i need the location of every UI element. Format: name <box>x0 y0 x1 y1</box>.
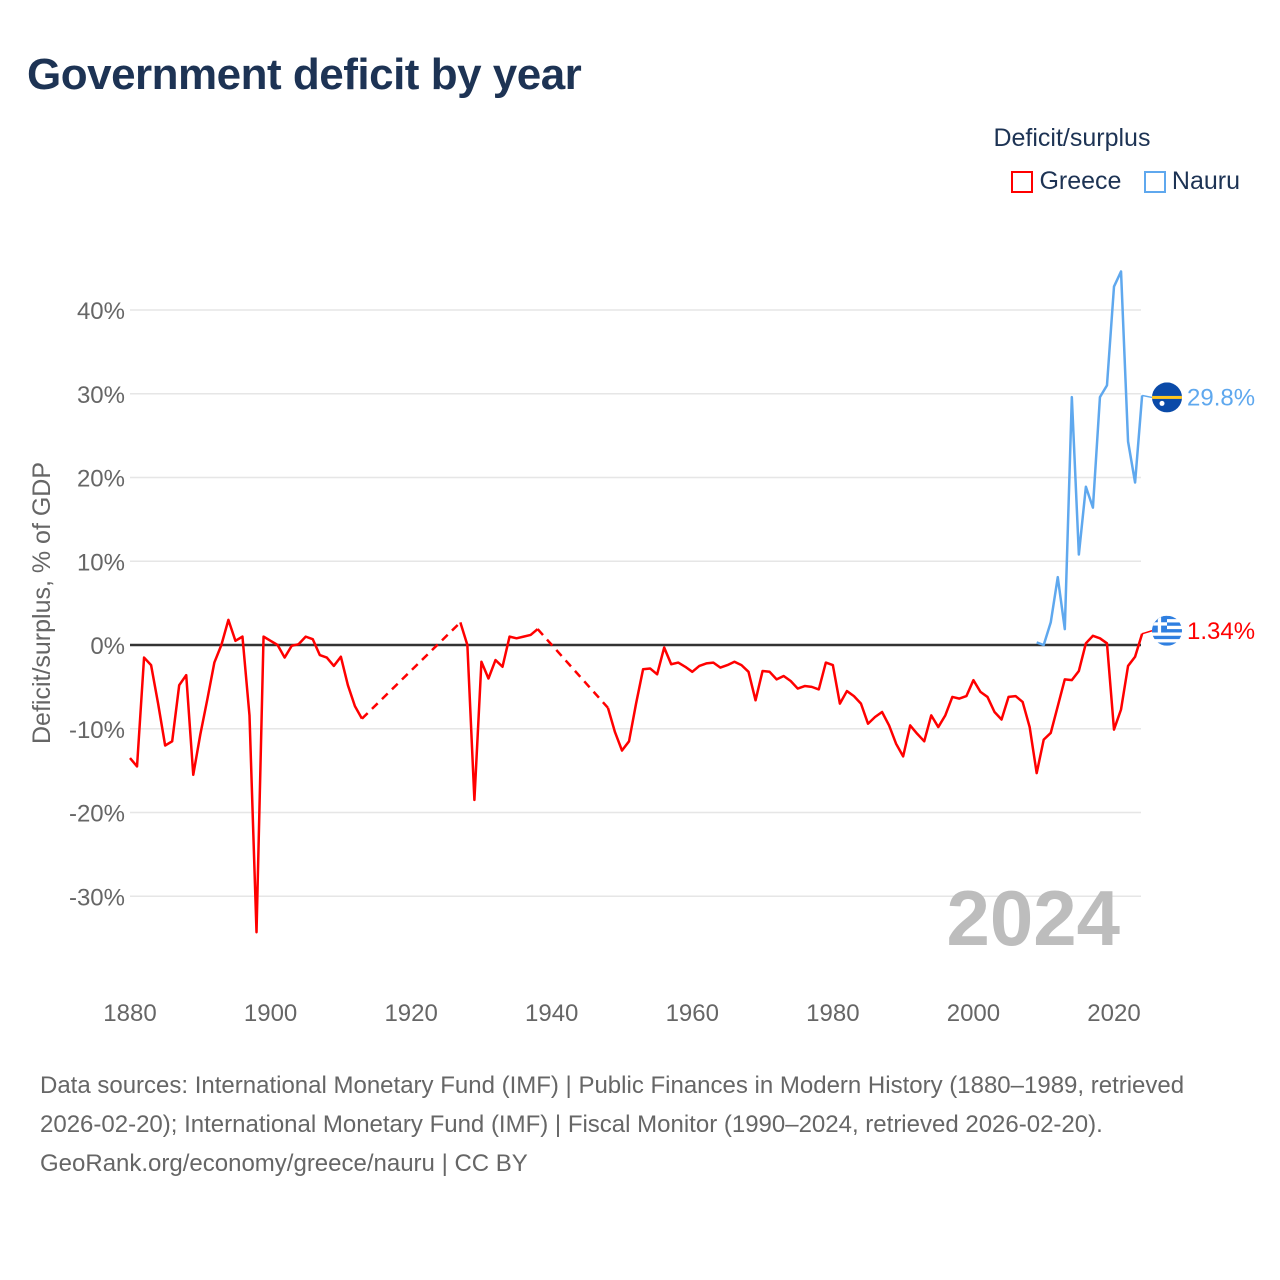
flag-cross <box>1157 615 1162 633</box>
legend: Deficit/surplus Greece Nauru <box>993 124 1240 198</box>
x-tick-label: 1920 <box>384 1000 437 1027</box>
data-sources: Data sources: International Monetary Fun… <box>40 1072 1185 1138</box>
year-watermark: 2024 <box>946 874 1120 962</box>
legend-label-nauru: Nauru <box>1171 167 1240 195</box>
greece-line <box>606 633 1144 775</box>
legend-swatch-nauru <box>1143 170 1166 193</box>
nauru-line <box>1036 270 1144 647</box>
y-axis-ticks: 40% 30% 20% 10% 0% -10% -20% -30% <box>69 298 125 911</box>
series-lines <box>129 270 1144 934</box>
x-tick-label: 1960 <box>666 1000 719 1027</box>
x-tick-label: 1900 <box>244 1000 297 1027</box>
x-axis-ticks: 1880 1900 1920 1940 1960 1980 2000 2020 <box>103 1000 1140 1027</box>
flag-star <box>1159 400 1165 406</box>
legend-label-greece: Greece <box>1039 167 1122 195</box>
x-tick-label: 2020 <box>1087 1000 1140 1027</box>
chart-title: Government deficit by year <box>27 50 582 99</box>
legend-item-greece[interactable]: Greece <box>1011 167 1121 196</box>
y-tick-label: -10% <box>69 717 125 744</box>
legend-title: Deficit/surplus <box>993 124 1151 152</box>
greece-line <box>459 622 539 802</box>
x-tick-label: 1940 <box>525 1000 578 1027</box>
y-tick-label: 40% <box>77 298 125 325</box>
legend-swatch-greece <box>1011 170 1034 193</box>
flag-body <box>1152 382 1182 413</box>
x-tick-label: 2000 <box>947 1000 1000 1027</box>
nauru-flag-icon <box>1152 382 1182 413</box>
y-tick-label: 10% <box>77 549 125 576</box>
x-tick-label: 1880 <box>103 1000 156 1027</box>
nauru-end-label: 29.8% <box>1187 384 1255 411</box>
nauru-leader-line <box>1141 394 1153 399</box>
y-tick-label: -20% <box>69 801 125 828</box>
greece-end-label: 1.34% <box>1187 618 1255 645</box>
flag-stripe <box>1152 395 1182 399</box>
x-tick-label: 1980 <box>806 1000 859 1027</box>
greece-gap-line <box>536 628 609 709</box>
greece-line <box>129 618 364 934</box>
y-tick-label: -30% <box>69 884 125 911</box>
y-tick-label: 0% <box>90 633 125 660</box>
greece-gap-line <box>361 621 462 720</box>
greece-leader-line <box>1141 630 1153 635</box>
flag-stripe <box>1152 635 1182 640</box>
legend-item-nauru[interactable]: Nauru <box>1143 167 1240 196</box>
end-labels: 1.34% 29.8% <box>1141 382 1255 646</box>
flag-body <box>1152 615 1182 646</box>
y-tick-label: 20% <box>77 466 125 493</box>
gridlines <box>130 309 1141 897</box>
y-tick-label: 30% <box>77 382 125 409</box>
y-axis-label: Deficit/surplus, % of GDP <box>28 462 56 744</box>
flag-stripe <box>1152 642 1182 646</box>
greece-flag-icon <box>1152 615 1182 646</box>
credit-link[interactable]: GeoRank.org/economy/greece/nauru | CC BY <box>40 1150 528 1177</box>
footer: Data sources: International Monetary Fun… <box>40 1066 1240 1183</box>
